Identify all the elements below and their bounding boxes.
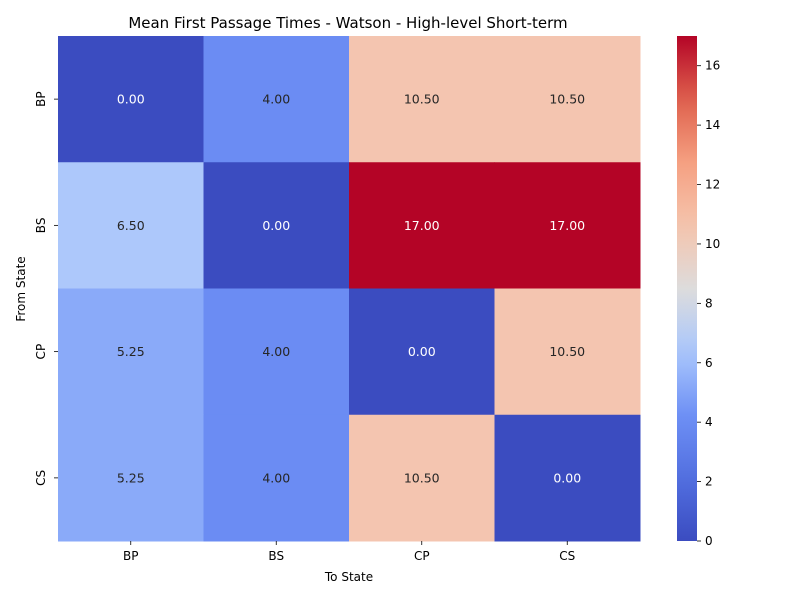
cell-value-label: 0.00 [262,218,290,233]
colorbar-tick-label: 4 [705,415,713,429]
heatmap-cell-cs-bs [203,414,350,542]
colorbar-tick-label: 14 [705,118,720,132]
cell-value-label: 10.50 [549,344,585,359]
cell-value-label: 5.25 [117,470,145,485]
y-tick-label: BP [34,91,48,106]
heatmap-cell-cs-cs [494,414,641,542]
x-tick-label: BP [123,549,138,563]
heatmap-cell-bp-cp [349,36,495,163]
cell-value-label: 17.00 [404,218,440,233]
heatmap-cell-bs-cp [349,162,495,289]
x-axis-label: To State [324,570,373,584]
x-tick-label: CP [414,549,430,563]
colorbar-tick-label: 6 [705,356,713,370]
cell-value-label: 10.50 [404,92,440,107]
cell-value-label: 10.50 [549,92,585,107]
heatmap-cell-bp-cs [494,36,641,163]
heatmap-cell-bp-bs [203,36,350,163]
x-tick-label: CS [559,549,575,563]
x-axis: BP BS CP CS [123,541,575,563]
x-tick-label: BS [268,549,284,563]
colorbar-tick-label: 16 [705,59,720,73]
heatmap-cell-bp-bp [58,36,204,163]
colorbar-tick-label: 10 [705,237,720,251]
cell-value-label: 10.50 [404,470,440,485]
cell-value-label: 4.00 [262,92,290,107]
colorbar-tick-label: 12 [705,178,720,192]
heatmap-cell-cs-cp [349,414,495,542]
y-tick-label: CP [34,344,48,360]
cell-value-label: 0.00 [117,92,145,107]
heatmap-cell-cp-bs [203,288,350,416]
heatmap-cell-bs-cs [494,162,641,289]
cell-value-label: 0.00 [408,344,436,359]
colorbar-tick-label: 2 [705,475,713,489]
heatmap-cell-bs-bs [203,162,350,289]
colorbar-tick-label: 0 [705,534,713,548]
heatmap-cell-bs-bp [58,162,204,289]
y-axis: BP BS CP CS [34,91,58,486]
colorbar: 0 2 4 6 8 10 12 14 16 [677,36,720,548]
colorbar-tick-label: 8 [705,296,713,310]
heatmap-cell-cp-cp [349,288,495,416]
colorbar-gradient [677,36,697,541]
y-tick-label: CS [34,470,48,486]
heatmap-cell-cp-bp [58,288,204,416]
y-axis-label: From State [14,256,28,321]
heatmap-cell-cs-bp [58,414,204,542]
cell-value-label: 17.00 [549,218,585,233]
heatmap-cell-cp-cs [494,288,641,416]
cell-value-label: 0.00 [553,470,581,485]
cell-value-label: 4.00 [262,470,290,485]
cell-value-label: 6.50 [117,218,145,233]
y-tick-label: BS [34,218,48,234]
cell-value-label: 5.25 [117,344,145,359]
cell-value-label: 4.00 [262,344,290,359]
heatmap-cells: 0.00 4.00 10.50 10.50 6.50 0.00 17.00 17.00 5.25… [58,36,641,542]
chart-title: Mean First Passage Times - Watson - High… [128,14,567,32]
